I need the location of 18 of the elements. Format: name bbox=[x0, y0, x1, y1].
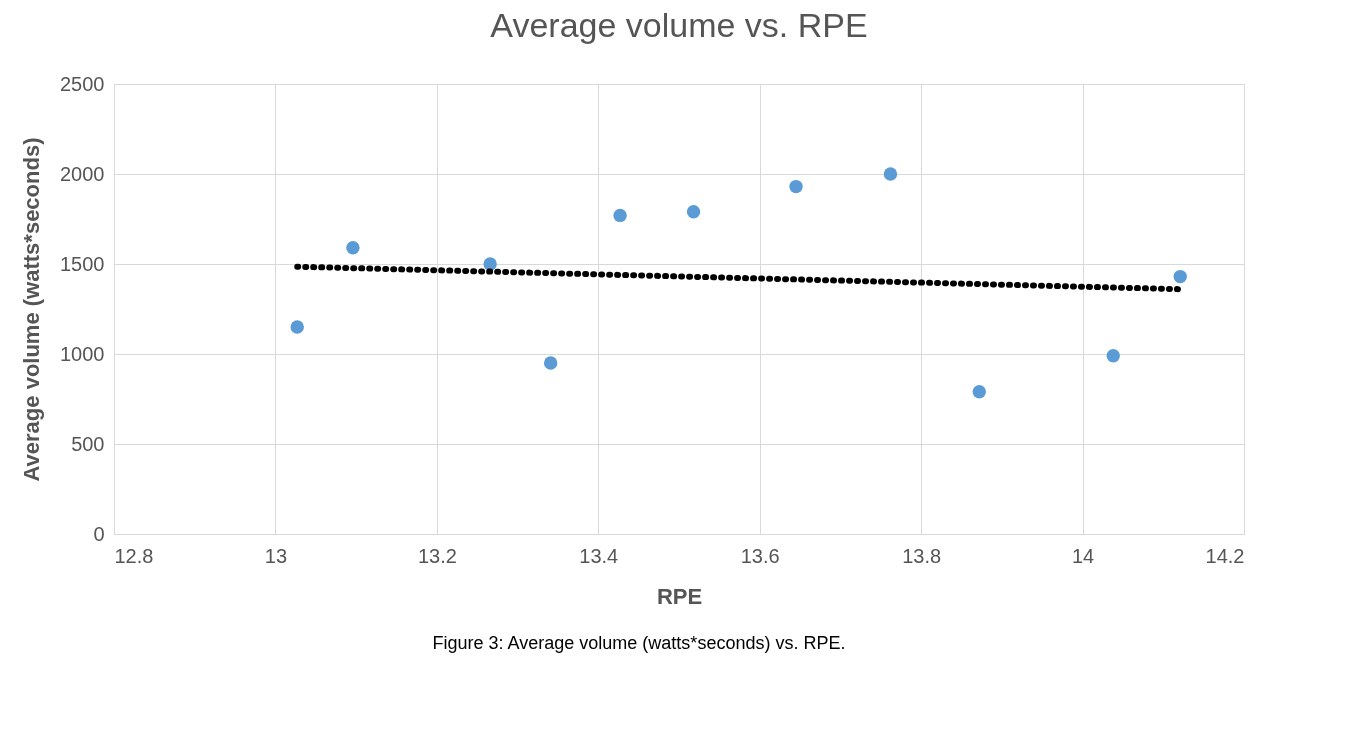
x-tick-label: 13.2 bbox=[417, 544, 457, 567]
y-tick-label: 2500 bbox=[60, 72, 105, 95]
x-tick-label: 14 bbox=[1071, 544, 1095, 567]
y-tick-label: 1000 bbox=[60, 342, 105, 365]
x-tick-label: 14.2 bbox=[1205, 544, 1245, 567]
chart-title: Average volume vs. RPE bbox=[490, 6, 868, 44]
y-tick-label: 1500 bbox=[60, 252, 105, 275]
y-tick-label: 0 bbox=[93, 522, 105, 545]
x-tick-label: 13.8 bbox=[902, 544, 942, 567]
x-tick-label: 13 bbox=[264, 544, 288, 567]
y-tick-label: 500 bbox=[71, 432, 105, 455]
y-axis-title: Average volume (watts*seconds) bbox=[19, 137, 45, 482]
y-tick-label: 2000 bbox=[60, 162, 105, 185]
x-tick-label: 13.4 bbox=[579, 544, 619, 567]
x-tick-label: 13.6 bbox=[740, 544, 780, 567]
x-tick-label: 12.8 bbox=[114, 544, 154, 567]
x-axis-title: RPE bbox=[656, 583, 703, 609]
caption: Figure 3: Average volume (watts*seconds) vs. RPE. bbox=[432, 633, 846, 653]
